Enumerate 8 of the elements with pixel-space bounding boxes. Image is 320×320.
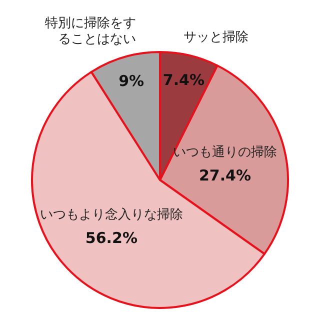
slice-label: いつもより念入りな掃除 <box>40 208 183 223</box>
slice-label: 特別に掃除をすることはない <box>45 16 136 47</box>
data-label: 9% <box>118 72 144 90</box>
data-label: 56.2% <box>85 229 138 248</box>
data-label: 7.4% <box>162 70 204 89</box>
data-label: 27.4% <box>198 166 252 185</box>
slice-label: いつも通りの掃除 <box>173 145 277 160</box>
slice-label: サッと掃除 <box>183 30 248 46</box>
